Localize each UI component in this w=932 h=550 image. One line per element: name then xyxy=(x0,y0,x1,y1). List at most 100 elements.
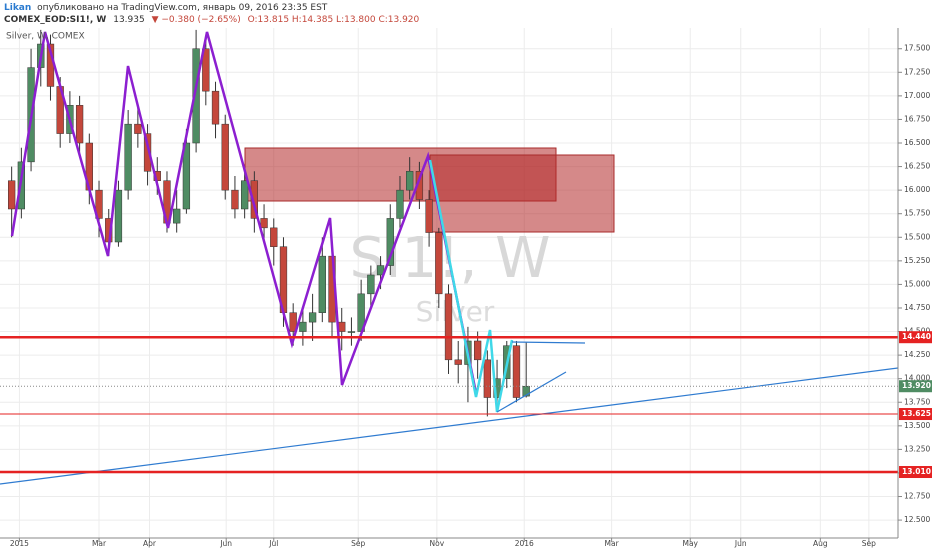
candle-body xyxy=(8,180,16,210)
candle-body xyxy=(444,293,453,361)
price-label: 13.010 xyxy=(902,467,931,476)
x-tick-label: Sep xyxy=(862,539,876,548)
x-tick-label: Jul xyxy=(268,539,278,548)
x-tick-label: 2016 xyxy=(515,539,534,548)
symbol: COMEX_EOD:SI1!, W xyxy=(4,15,106,25)
ohlc: O:13.815 H:14.385 L:13.800 C:13.920 xyxy=(248,15,420,25)
candle-body xyxy=(211,90,220,125)
trend-line xyxy=(0,367,899,485)
x-tick-label: Jun xyxy=(219,539,232,548)
zigzag xyxy=(10,31,478,394)
horizontal-lines xyxy=(0,335,898,474)
x-tick-label: May xyxy=(682,539,698,548)
y-tick-label: 16.000 xyxy=(904,185,930,194)
price-label: 13.920 xyxy=(902,381,931,390)
candle-body xyxy=(192,48,200,144)
candle-body xyxy=(95,189,103,219)
y-tick-label: 15.000 xyxy=(904,279,930,288)
candle-body xyxy=(308,312,317,323)
x-tick-label: 2015 xyxy=(10,539,29,548)
legend: Silver, W, COMEX xyxy=(6,32,85,42)
candle-body xyxy=(289,312,297,332)
header-line-2: COMEX_EOD:SI1!, W 13.935 ▼ −0.380 (−2.65… xyxy=(4,15,420,25)
y-tick-label: 16.250 xyxy=(904,162,930,171)
candle-body xyxy=(386,218,394,266)
y-tick-label: 13.750 xyxy=(904,397,930,406)
price-label: 14.440 xyxy=(902,332,931,341)
y-tick-label: 17.250 xyxy=(904,67,930,76)
x-tick-label: Aug xyxy=(813,539,828,548)
candle-body xyxy=(270,227,278,247)
candles xyxy=(8,29,530,417)
y-tick-label: 14.750 xyxy=(904,303,930,312)
cyan-pattern xyxy=(428,159,514,413)
candle-body xyxy=(250,180,259,219)
y-tick-label: 14.500 xyxy=(904,327,930,336)
header-line-1: Likan опубликовано на TradingView.com, я… xyxy=(4,3,328,13)
candle-body xyxy=(75,105,84,144)
candle-body xyxy=(202,48,210,92)
last-price: 13.935 xyxy=(113,15,145,25)
candle-body xyxy=(483,359,491,398)
candle-body xyxy=(406,171,414,191)
y-tick-label: 16.500 xyxy=(904,138,930,147)
price-label: 13.625 xyxy=(902,409,931,418)
candle-body xyxy=(367,274,375,295)
price-label-box xyxy=(899,380,932,393)
y-tick-label: 17.500 xyxy=(904,44,930,53)
candle-body xyxy=(454,359,462,365)
candle-body xyxy=(260,218,268,229)
candle-body xyxy=(425,199,433,233)
candle-body xyxy=(134,123,142,134)
candle-body xyxy=(396,189,404,219)
candle-body xyxy=(512,345,521,398)
zone-rect xyxy=(429,154,615,233)
candle-body xyxy=(173,208,181,224)
y-tick-label: 12.500 xyxy=(904,515,930,524)
y-tick-label: 14.000 xyxy=(904,374,930,383)
candle-body xyxy=(338,321,346,332)
candle-body xyxy=(143,133,152,172)
rectangles xyxy=(244,147,615,233)
y-tick-label: 15.250 xyxy=(904,256,930,265)
y-tick-label: 14.250 xyxy=(904,350,930,359)
x-tick-label: Mar xyxy=(605,539,620,548)
y-tick-label: 15.500 xyxy=(904,232,930,241)
candle-body xyxy=(231,189,239,210)
candle-body xyxy=(435,232,443,295)
candle-body xyxy=(347,331,356,333)
candle-body xyxy=(221,123,229,191)
candle-body xyxy=(522,385,530,397)
change: ▼ −0.380 (−2.65%) xyxy=(152,15,241,25)
watermark-sub: Silver xyxy=(416,295,495,328)
candle-body xyxy=(114,189,123,243)
y-tick-label: 13.500 xyxy=(904,421,930,430)
candle-body xyxy=(473,340,482,361)
trend-line xyxy=(496,371,567,413)
x-tick-label: Mar xyxy=(92,539,107,548)
y-tick-label: 16.750 xyxy=(904,114,930,123)
y-tick-label: 17.000 xyxy=(904,91,930,100)
axis-labels: 12.50012.75013.00013.25013.50013.75014.0… xyxy=(10,44,932,548)
candle-body xyxy=(299,321,307,332)
drawings xyxy=(0,31,899,485)
candle-body xyxy=(182,142,191,210)
candle-body xyxy=(318,255,326,313)
price-label-box xyxy=(899,466,932,479)
y-tick-label: 13.250 xyxy=(904,444,930,453)
x-tick-label: Nov xyxy=(430,539,445,548)
x-tick-label: Apr xyxy=(143,539,157,548)
price-label-box xyxy=(899,331,932,344)
candle-body xyxy=(240,180,249,210)
y-tick-label: 15.750 xyxy=(904,209,930,218)
trend-line xyxy=(511,341,586,344)
published: опубликовано на TradingView.com, январь … xyxy=(37,3,328,13)
candle-body xyxy=(124,123,132,191)
author: Likan xyxy=(4,3,31,13)
x-tick-label: Sep xyxy=(351,539,365,548)
x-tick-label: Jun xyxy=(734,539,747,548)
y-tick-label: 12.750 xyxy=(904,492,930,501)
candle-body xyxy=(493,378,501,398)
